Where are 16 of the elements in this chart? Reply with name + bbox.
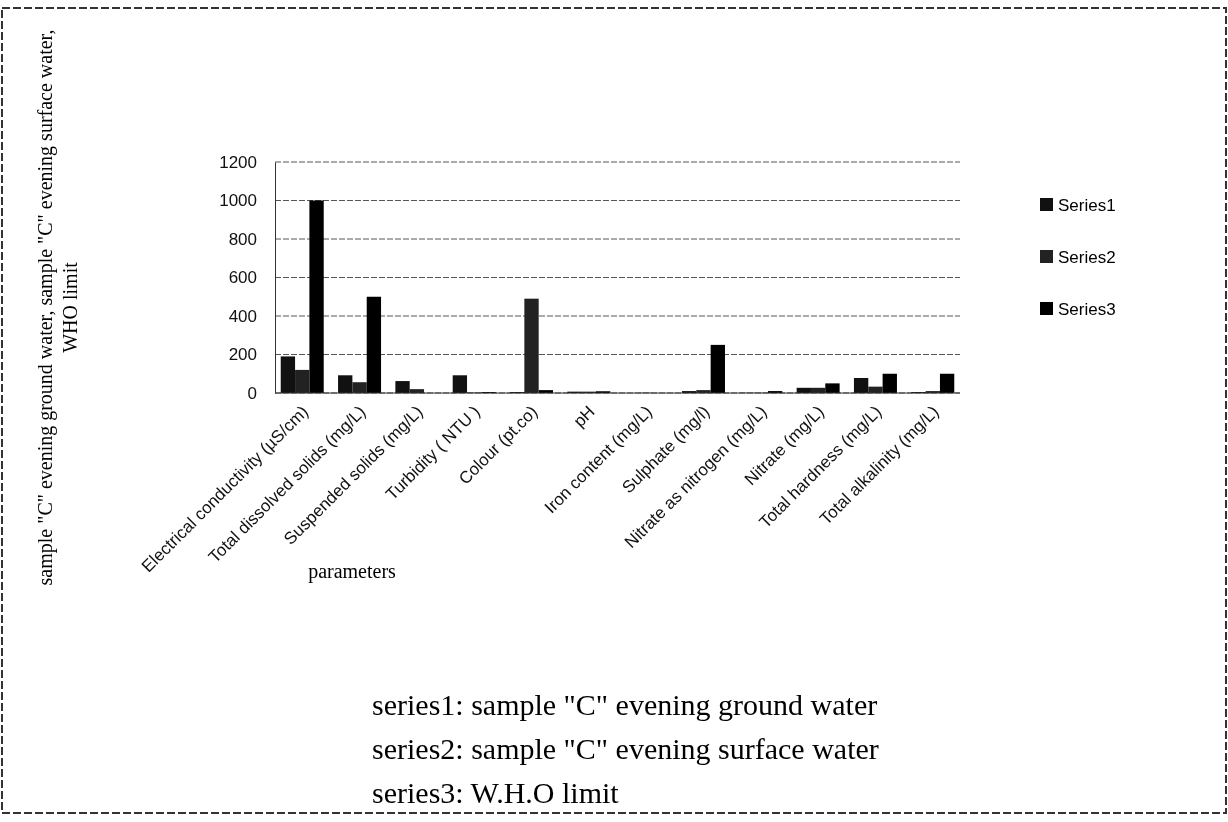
text: series1: sample "C" evening ground water	[372, 688, 878, 721]
legend-label: Series2	[1058, 247, 1116, 267]
legend-label: Series3	[1058, 299, 1116, 319]
x-axis-title: parameters	[308, 560, 397, 583]
legend-label: Series1	[1058, 195, 1116, 215]
y-tick-label: 1200	[219, 152, 257, 172]
x-tick-label: pH	[569, 402, 599, 431]
y-tick-label: 800	[228, 229, 257, 249]
y-axis-title: sample "C" evening ground water, sample "C" evening surface water, WHO limit	[34, 29, 81, 586]
y-tick-label: 200	[228, 345, 257, 365]
text: series3: W.H.O limit	[372, 776, 620, 809]
text: series2: sample "C" evening surface water	[372, 732, 879, 765]
y-tick-label: 0	[247, 383, 257, 403]
y-tick-label: 400	[228, 306, 257, 326]
y-tick-label: 1000	[219, 191, 257, 211]
y-tick-label: 600	[228, 268, 257, 288]
